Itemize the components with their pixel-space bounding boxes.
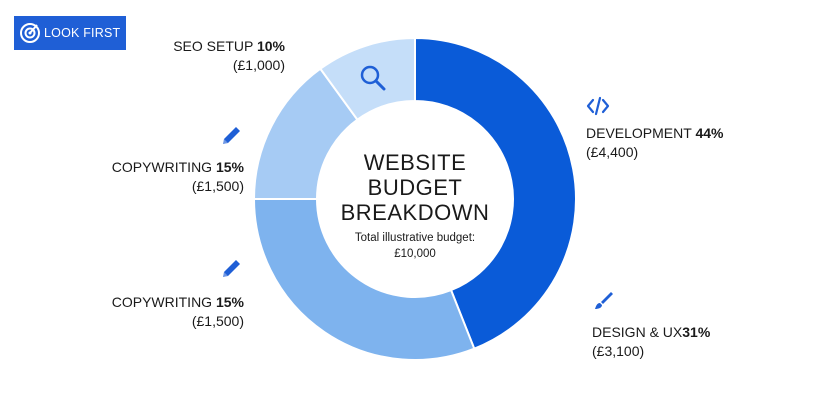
magnifier-icon	[360, 65, 386, 91]
slice-percent: 31%	[682, 324, 711, 340]
donut-slice-development	[414, 36, 577, 350]
slice-name: DEVELOPMENT	[586, 125, 692, 141]
pencil-icon	[223, 260, 240, 277]
slice-label-copywriting-duplicate: COPYWRITING 15% (£1,500)	[112, 293, 244, 331]
chart-title-line: WEBSITE	[363, 150, 467, 175]
donut-slice-design-ux	[252, 198, 476, 361]
chart-title-line: BREAKDOWN	[340, 200, 490, 225]
slice-percent: 15%	[215, 159, 244, 175]
slice-percent: 15%	[215, 294, 244, 310]
code-icon	[586, 96, 610, 116]
donut-slice-seo-setup	[318, 36, 416, 122]
logo-text: LOOK FIRST	[44, 26, 121, 40]
chart-title: WEBSITE BUDGET BREAKDOWN	[320, 150, 510, 225]
slice-name: SEO SETUP	[173, 38, 254, 54]
slice-label-seo: SEO SETUP 10% (£1,000)	[173, 37, 285, 75]
chart-title-line: BUDGET	[367, 175, 463, 200]
slice-label-development: DEVELOPMENT 44% (£4,400)	[586, 124, 723, 162]
slice-percent: 44%	[695, 125, 724, 141]
slice-name: DESIGN & UX	[592, 324, 683, 340]
chart-subtitle-line: Total illustrative budget:	[354, 232, 476, 244]
logo-target-icon	[20, 23, 40, 43]
slice-percent: 10%	[256, 38, 285, 54]
pencil-icon	[223, 127, 240, 144]
slice-amount: (£1,500)	[191, 178, 244, 194]
slice-amount: (£1,500)	[191, 313, 244, 329]
slice-amount: (£3,100)	[592, 343, 645, 359]
chart-subtitle-line: £10,000	[394, 248, 436, 260]
slice-name: COPYWRITING	[111, 294, 213, 310]
slice-amount: (£4,400)	[586, 144, 639, 160]
slice-label-copywriting: COPYWRITING 15% (£1,500)	[112, 158, 244, 196]
slice-name: COPYWRITING	[111, 159, 213, 175]
chart-subtitle: Total illustrative budget: £10,000	[320, 230, 510, 262]
brand-logo[interactable]: LOOK FIRST	[14, 16, 126, 50]
slice-label-design: DESIGN & UX31% (£3,100)	[592, 323, 710, 361]
paintbrush-icon	[595, 292, 613, 309]
slice-amount: (£1,000)	[232, 57, 285, 73]
